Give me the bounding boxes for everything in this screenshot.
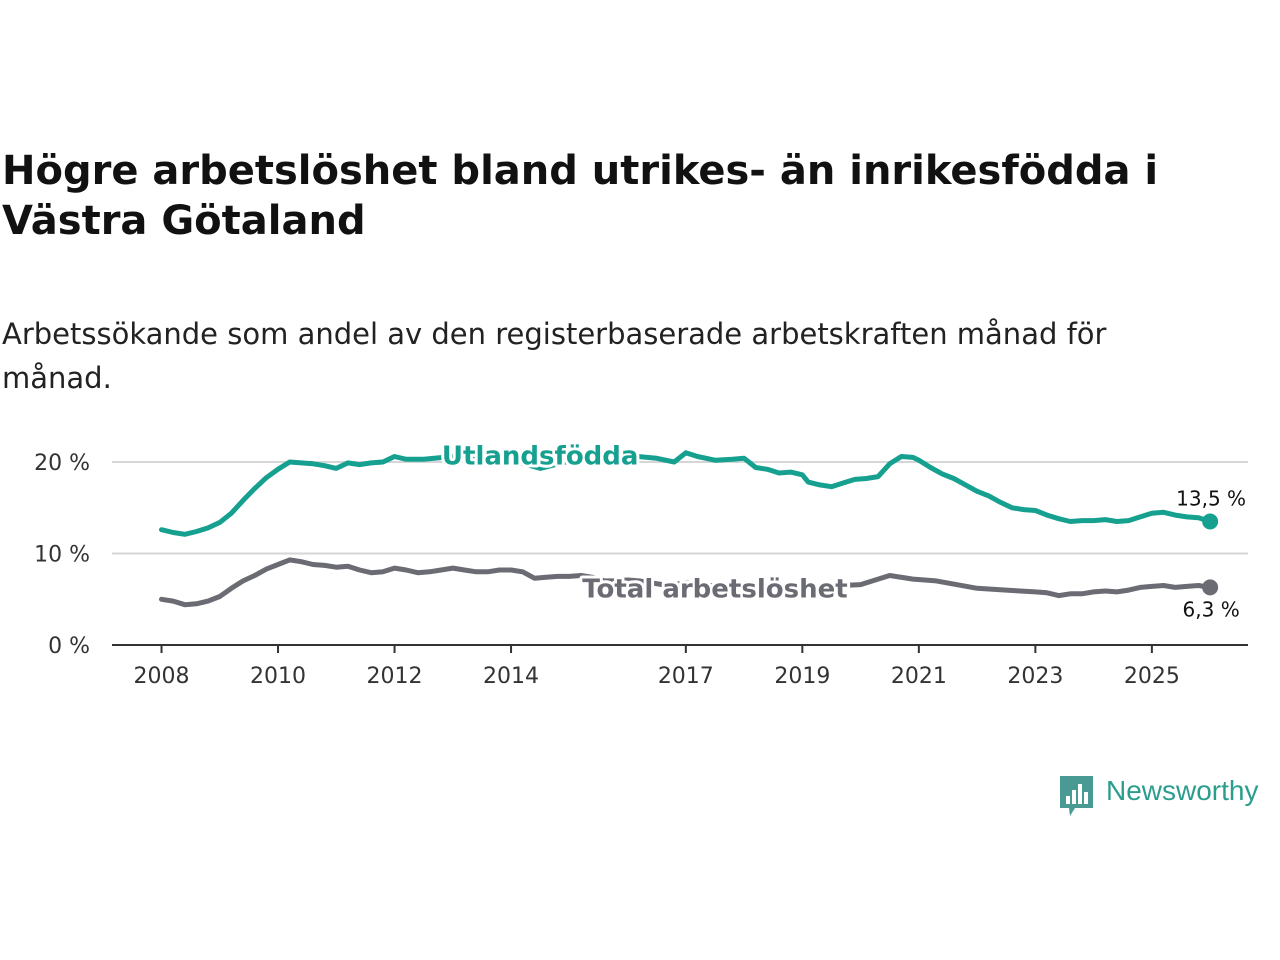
y-tick-label: 0 % bbox=[48, 634, 90, 659]
y-tick-label: 20 % bbox=[34, 451, 90, 476]
brand-name: Newsworthy bbox=[1106, 775, 1259, 806]
gridlines bbox=[112, 461, 1248, 555]
x-tick-label: 2021 bbox=[891, 664, 947, 689]
x-tick-label: 2008 bbox=[134, 664, 190, 689]
series-labels: 13,5 % 6,3 % Utlandsfödda Total arbetslöshe… bbox=[439, 440, 1246, 621]
series-label-utlandsfodda: Utlandsfödda bbox=[442, 442, 639, 472]
end-label-utlandsfodda: 13,5 % bbox=[1176, 486, 1246, 510]
chart-subtitle: Arbetssökande som andel av den registerb… bbox=[2, 317, 1107, 395]
end-point-total bbox=[1202, 579, 1219, 596]
y-axis: 0 % 10 % 20 % bbox=[34, 451, 90, 659]
end-point-utlandsfodda bbox=[1202, 513, 1219, 530]
line-chart: 0 % 10 % 20 % 2008 2010 2012 2014 2017 2019 2021… bbox=[34, 440, 1248, 689]
x-tick-label: 2012 bbox=[367, 664, 423, 689]
y-tick-label: 10 % bbox=[34, 543, 90, 568]
x-axis: 2008 2010 2012 2014 2017 2019 2021 2023 2025 bbox=[112, 644, 1248, 689]
x-tick-label: 2025 bbox=[1124, 664, 1180, 689]
x-tick-label: 2019 bbox=[774, 664, 830, 689]
x-tick-label: 2014 bbox=[483, 664, 539, 689]
x-tick-label: 2023 bbox=[1007, 664, 1063, 689]
end-label-total: 6,3 % bbox=[1183, 597, 1240, 621]
x-tick-label: 2010 bbox=[250, 664, 306, 689]
series-lines bbox=[159, 450, 1219, 608]
chart-title: Högre arbetslöshet bland utrikes- än inr… bbox=[2, 148, 1159, 244]
series-line-utlandsfodda bbox=[159, 450, 1213, 537]
newsworthy-brand: Newsworthy bbox=[1058, 772, 1280, 818]
series-line-total bbox=[159, 557, 1213, 608]
series-label-total: Total arbetslöshet bbox=[582, 574, 847, 604]
x-tick-label: 2017 bbox=[658, 664, 714, 689]
newsworthy-logo-icon bbox=[1060, 776, 1093, 816]
